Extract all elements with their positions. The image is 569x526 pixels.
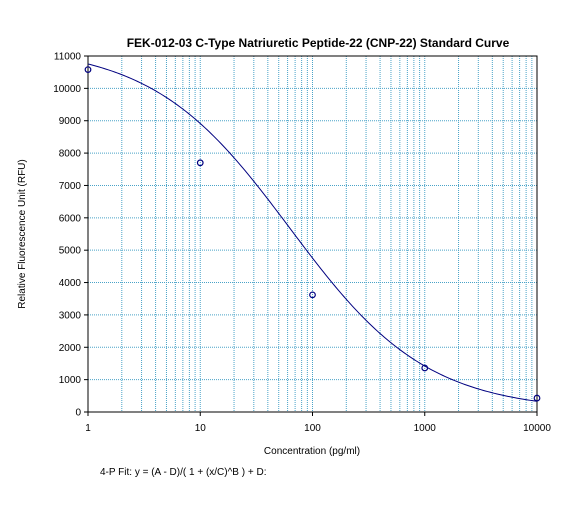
fit-curve xyxy=(87,63,538,402)
y-tick-label: 0 xyxy=(75,408,81,419)
y-tick-label: 4000 xyxy=(59,278,82,289)
y-tick-label: 8000 xyxy=(59,149,82,160)
data-point xyxy=(533,394,541,402)
chart-title: FEK-012-03 C-Type Natriuretic Peptide-22… xyxy=(127,36,510,50)
data-point xyxy=(421,364,429,372)
y-tick-label: 7000 xyxy=(59,181,82,192)
y-tick-label: 6000 xyxy=(59,213,82,224)
x-tick-label: 1000 xyxy=(414,423,437,434)
grid-lines xyxy=(88,56,537,412)
axis-ticks xyxy=(84,55,538,416)
x-tick-label: 10 xyxy=(195,423,207,434)
y-tick-label: 10000 xyxy=(53,84,81,95)
data-point xyxy=(84,66,92,73)
x-axis-title: Concentration (pg/ml) xyxy=(264,446,360,457)
fit-equation: 4-P Fit: y = (A - D)/( 1 + (x/C)^B ) + D… xyxy=(100,467,267,478)
y-tick-label: 1000 xyxy=(59,375,82,386)
x-tick-label: 10000 xyxy=(523,423,551,434)
x-tick-labels: 1 10 100 1000 10000 xyxy=(85,423,551,434)
data-point xyxy=(309,291,316,299)
y-axis-title: Relative Fluorescence Unit (RFU) xyxy=(17,159,28,309)
y-tick-label: 5000 xyxy=(59,246,82,257)
y-tick-labels: 0 1000 2000 3000 4000 5000 6000 7000 8000 9000 100… xyxy=(53,52,81,419)
y-tick-label: 11000 xyxy=(54,52,82,63)
x-tick-label: 100 xyxy=(304,423,321,434)
y-tick-label: 3000 xyxy=(59,310,82,321)
y-tick-label: 2000 xyxy=(59,343,82,354)
x-tick-label: 1 xyxy=(85,423,91,434)
data-point xyxy=(196,159,204,167)
data-points xyxy=(84,66,541,402)
y-tick-label: 9000 xyxy=(59,116,82,127)
